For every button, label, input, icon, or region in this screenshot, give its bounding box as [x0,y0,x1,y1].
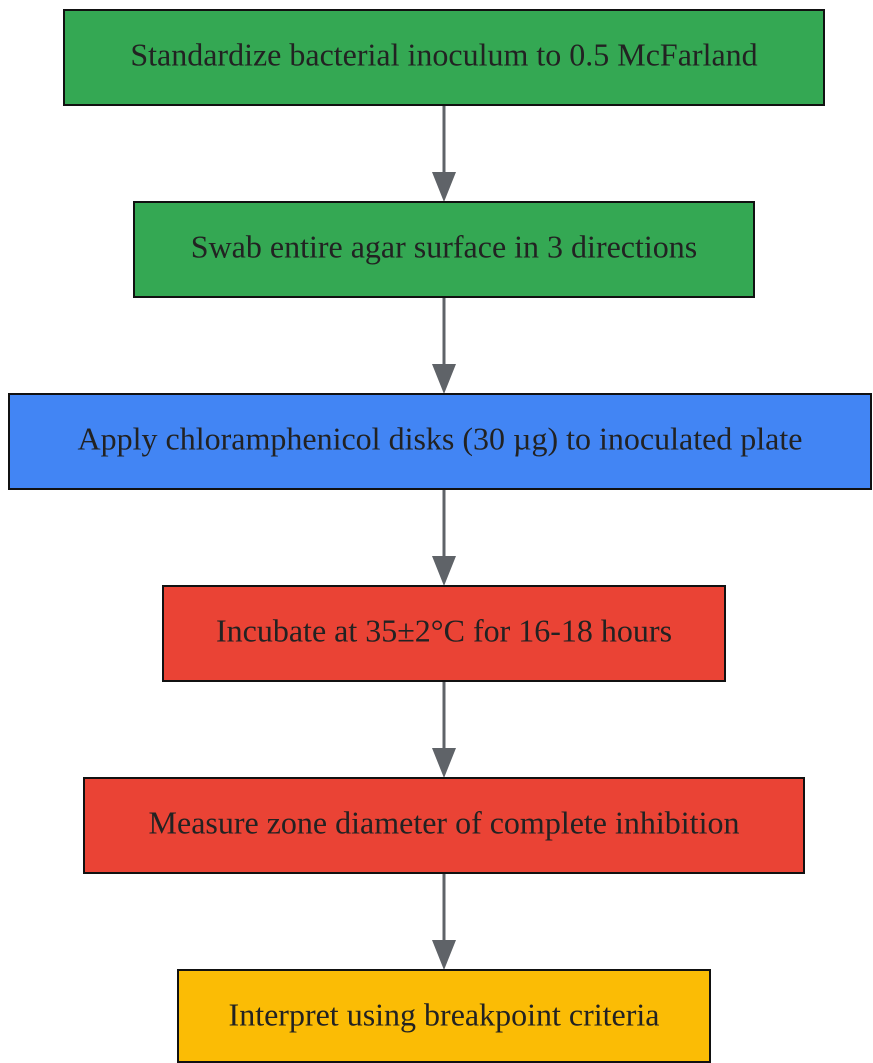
edge-3-4 [432,489,456,586]
step-node-1: Standardize bacterial inoculum to 0.5 Mc… [63,9,825,106]
step-box-1 [63,9,825,106]
step-node-5: Measure zone diameter of complete inhibi… [83,777,805,874]
edges [432,105,456,970]
step-label-6: Interpret using breakpoint criteria [229,996,660,1032]
step-box-3 [8,393,872,490]
edge-4-5 [432,681,456,778]
step-node-6: Interpret using breakpoint criteria [177,969,711,1063]
edge-5-6 [432,873,456,970]
edge-1-2 [432,105,456,202]
step-box-6 [177,969,711,1063]
step-label-4: Incubate at 35±2°C for 16-18 hours [216,612,672,648]
edge-2-3 [432,297,456,394]
step-label-3: Apply chloramphenicol disks (30 µg) to i… [78,420,803,456]
step-node-3: Apply chloramphenicol disks (30 µg) to i… [8,393,872,490]
step-box-5 [83,777,805,874]
step-label-5: Measure zone diameter of complete inhibi… [149,804,740,840]
step-box-4 [162,585,726,682]
step-node-4: Incubate at 35±2°C for 16-18 hours [162,585,726,682]
step-label-1: Standardize bacterial inoculum to 0.5 Mc… [130,36,757,72]
step-box-2 [133,201,755,298]
step-label-2: Swab entire agar surface in 3 directions [191,228,697,264]
step-node-2: Swab entire agar surface in 3 directions [133,201,755,298]
